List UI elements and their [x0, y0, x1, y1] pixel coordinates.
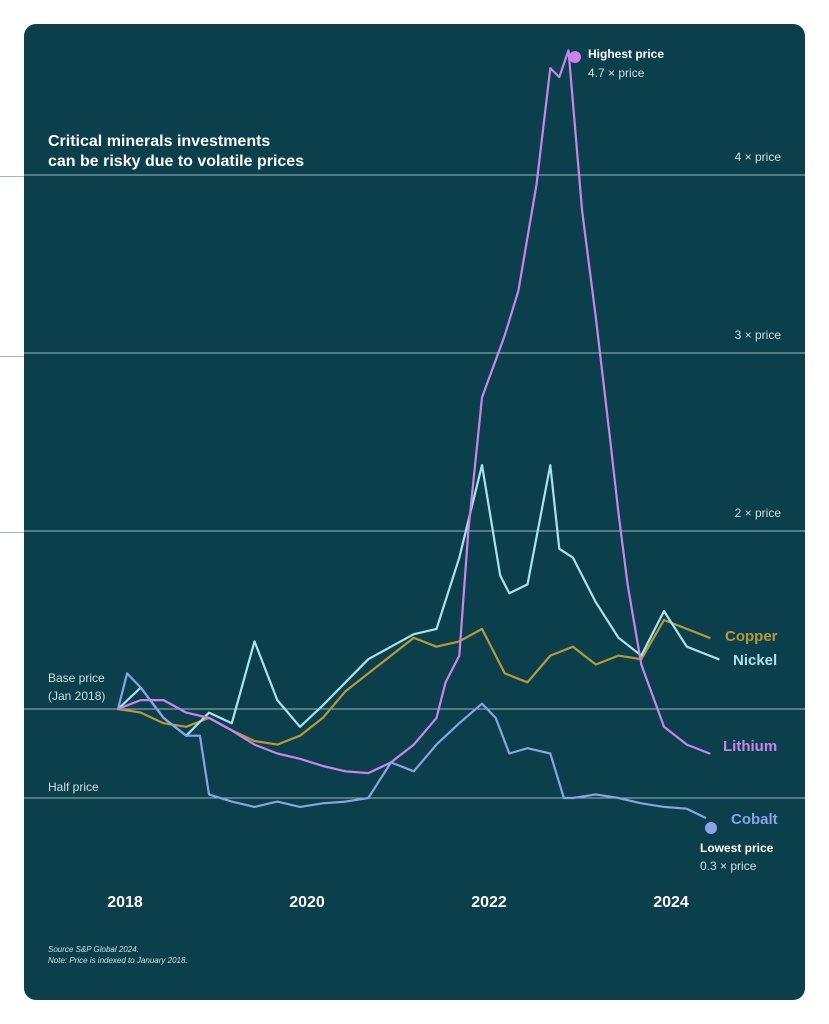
y-label-base-sub: (Jan 2018) — [48, 689, 105, 703]
x-tick-2024: 2024 — [653, 894, 689, 911]
y-label-2: 2 × price — [735, 506, 782, 520]
lowest-price-value: 0.3 × price — [700, 859, 757, 873]
series-label-nickel: Nickel — [733, 652, 777, 669]
y-label-3: 3 × price — [735, 328, 782, 342]
highest-price-title: Highest price — [588, 47, 664, 61]
y-label-half: Half price — [48, 780, 99, 794]
series-line-lithium — [116, 49, 711, 775]
series-line-cobalt — [116, 672, 707, 819]
y-label-base: Base price — [48, 671, 105, 685]
x-tick-2018: 2018 — [107, 894, 143, 911]
chart-title-line-1: Critical minerals investments — [48, 133, 270, 150]
series-label-cobalt: Cobalt — [731, 811, 778, 828]
outer-gridline-3 — [0, 356, 24, 357]
gridlines: 4 × price 3 × price 2 × price Base price (Ja… — [24, 150, 805, 799]
lowest-price-title: Lowest price — [700, 841, 774, 855]
index-note: Note: Price is indexed to January 2018. — [48, 956, 188, 965]
highest-price-marker — [569, 51, 581, 63]
chart-card — [24, 24, 805, 1000]
annotations: Highest price 4.7 × price Lowest price 0.3 … — [569, 47, 774, 873]
series-line-nickel — [116, 464, 720, 737]
series-labels: Copper Nickel Lithium Cobalt — [723, 628, 778, 828]
lowest-price-marker — [705, 822, 717, 834]
x-axis-ticks: 2018 2020 2022 2024 — [107, 894, 689, 911]
x-tick-2022: 2022 — [471, 894, 507, 911]
outer-gridline-4 — [0, 176, 24, 177]
series-label-copper: Copper — [725, 628, 778, 645]
x-tick-2020: 2020 — [289, 894, 325, 911]
outer-gridline-2 — [0, 532, 24, 533]
y-label-4: 4 × price — [735, 150, 782, 164]
series-lines — [116, 49, 720, 819]
chart-title-line-2: can be risky due to volatile prices — [48, 153, 304, 170]
series-label-lithium: Lithium — [723, 738, 777, 755]
highest-price-value: 4.7 × price — [588, 66, 645, 80]
source-note: Source S&P Global 2024. — [48, 945, 139, 954]
